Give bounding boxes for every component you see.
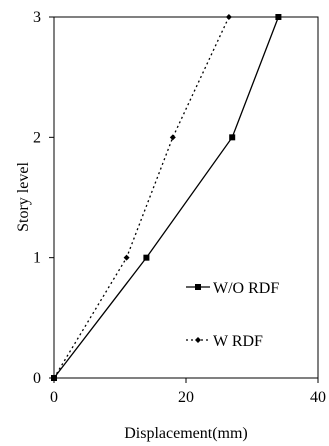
series-line-w-o-rdf — [53, 16, 280, 379]
x-axis-label: Displacement(mm) — [124, 425, 248, 442]
data-point-w-rdf — [225, 14, 232, 20]
legend-label-wo-rdf: W/O RDF — [213, 280, 279, 297]
x-tick-label: 0 — [50, 389, 58, 406]
y-tick-label: 2 — [33, 129, 41, 146]
data-point-w-o-rdf — [275, 14, 282, 20]
x-tick-label: 20 — [178, 389, 194, 406]
y-tick-label: 3 — [33, 9, 41, 26]
plot-border — [53, 16, 319, 379]
data-point-w-o-rdf — [143, 254, 150, 261]
legend-entry-w-rdf: W RDF — [186, 333, 263, 350]
plot-area — [53, 16, 319, 379]
y-tick-label: 1 — [33, 250, 41, 267]
legend-marker-wo-rdf — [195, 284, 201, 290]
y-tick-label: 0 — [33, 370, 41, 387]
legend-entry-wo-rdf: W/O RDF — [186, 280, 279, 297]
legend: W/O RDF W RDF — [186, 280, 279, 350]
legend-marker-w-rdf — [195, 337, 201, 343]
data-point-w-rdf — [169, 134, 176, 141]
x-tick-label: 40 — [310, 389, 326, 406]
y-axis-label: Story level — [15, 162, 32, 232]
tick-layer: 0 20 40 0 1 2 3 — [33, 9, 326, 406]
series-layer — [51, 14, 282, 381]
data-point-w-rdf — [123, 254, 130, 261]
series-line-w-rdf — [53, 16, 230, 379]
data-point-w-o-rdf — [229, 134, 236, 141]
legend-label-w-rdf: W RDF — [213, 333, 263, 350]
